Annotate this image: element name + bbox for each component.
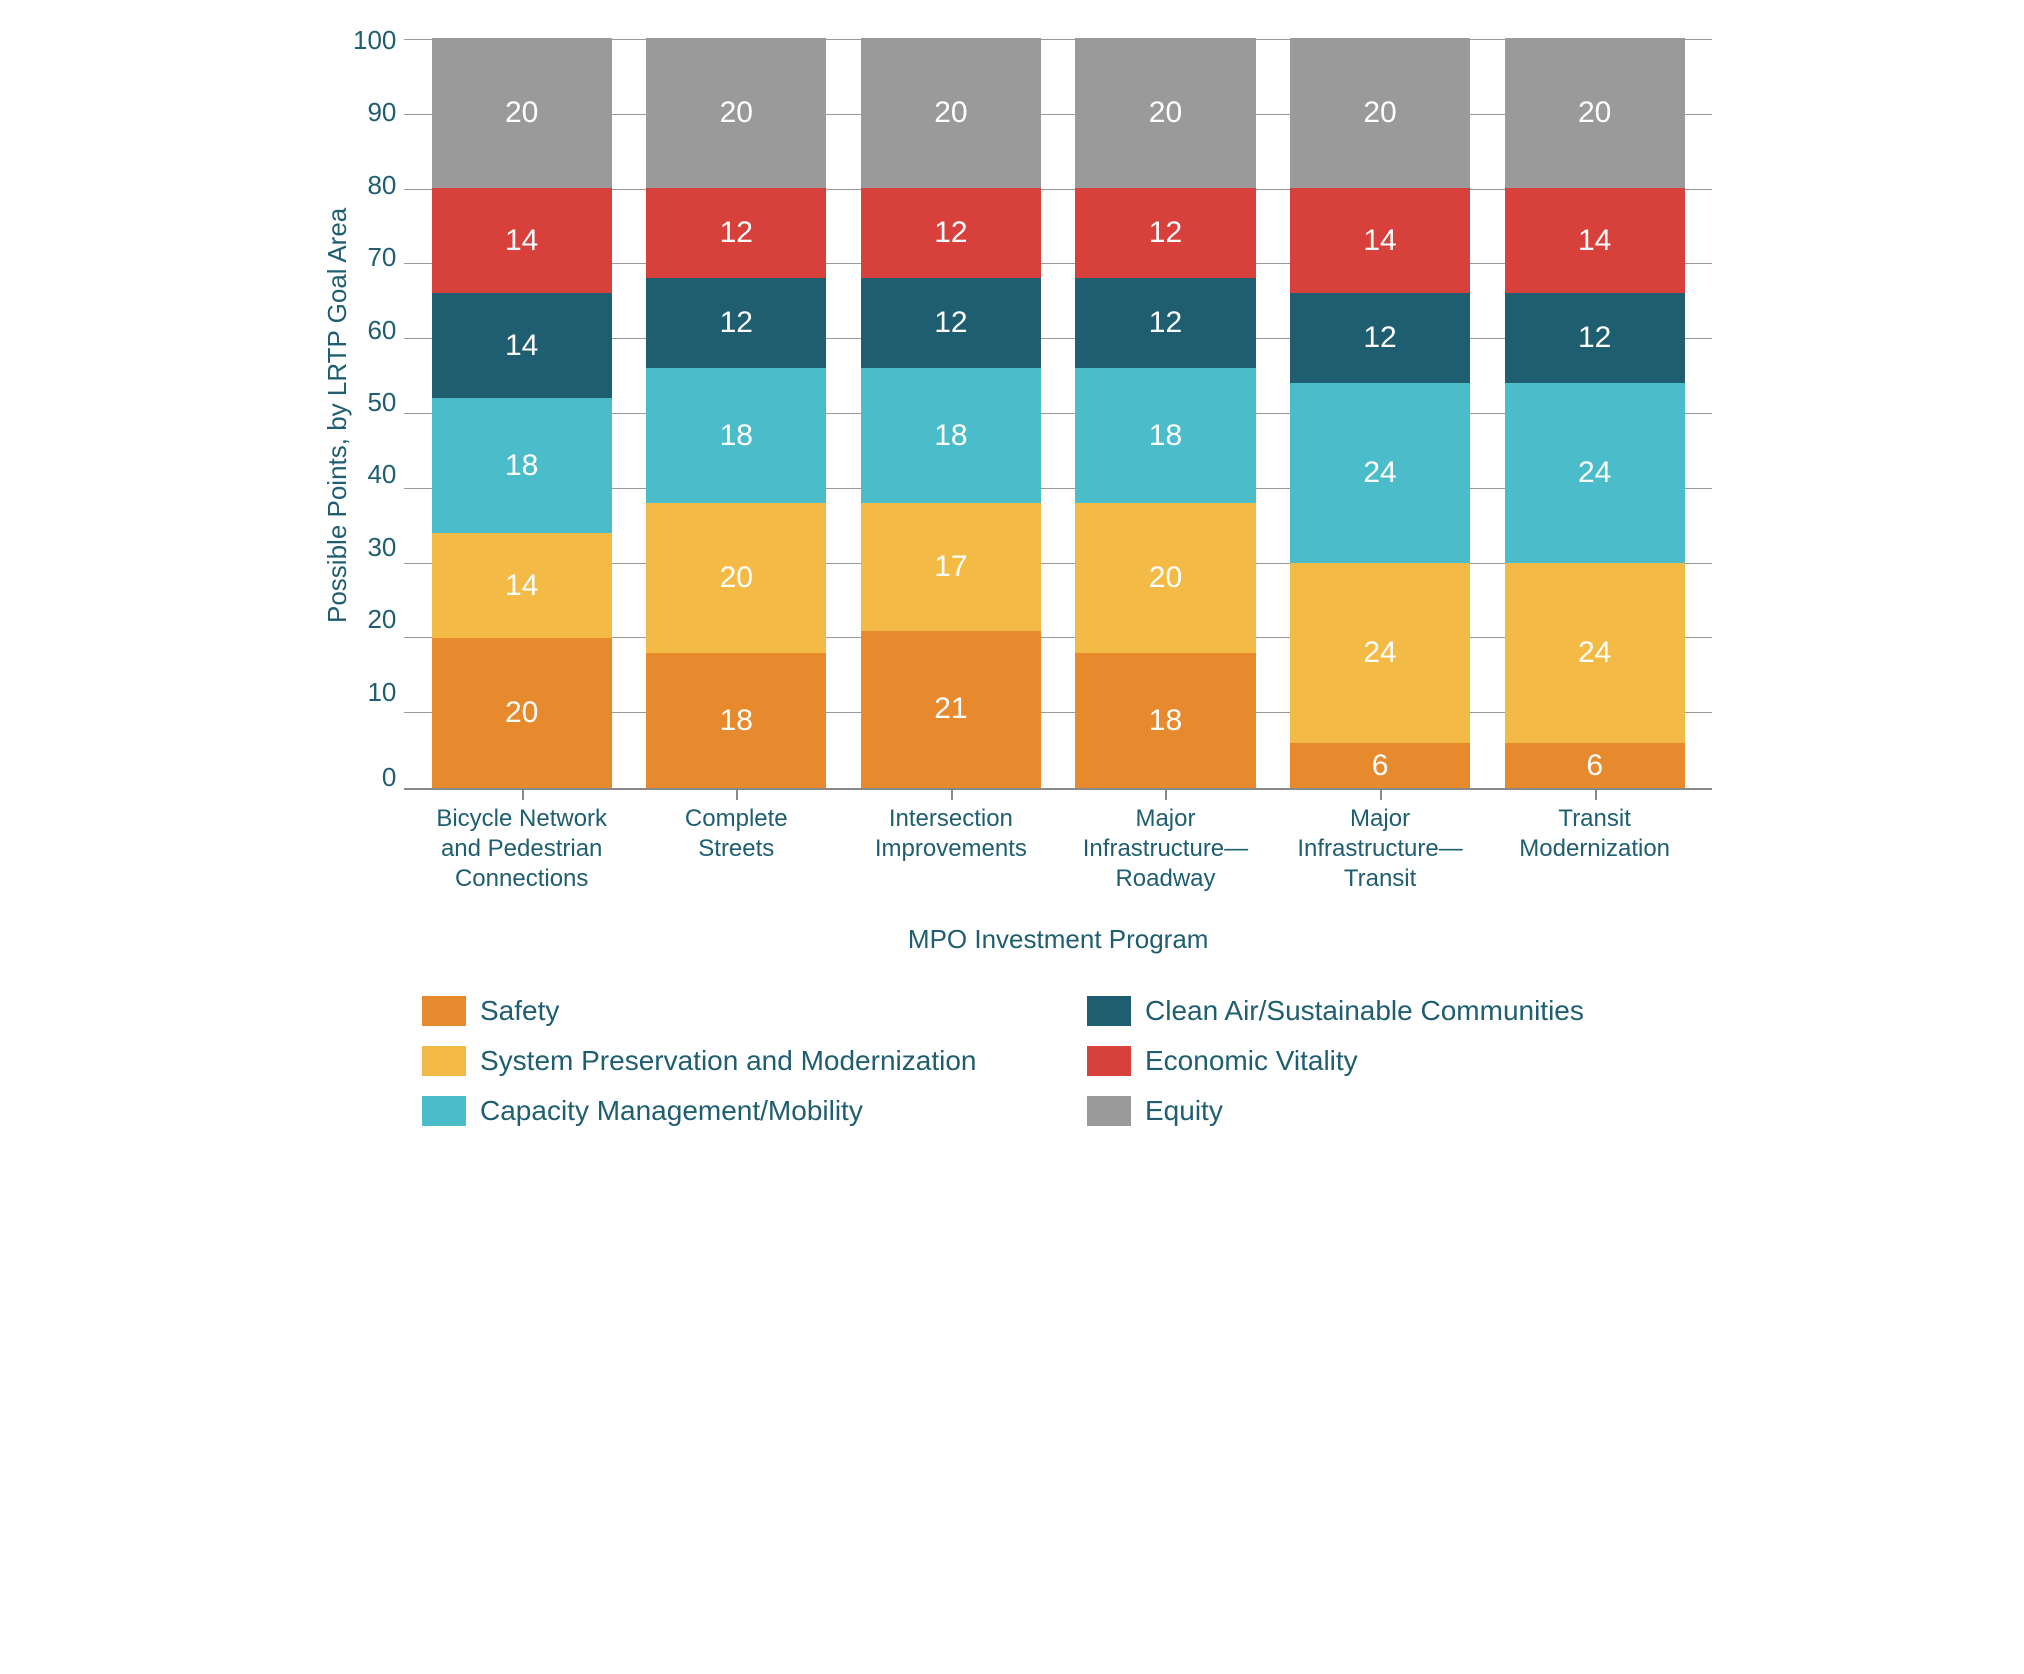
- x-tick-label: Intersection Improvements: [861, 804, 1041, 894]
- y-tick-label: 50: [353, 389, 396, 415]
- legend-swatch: [1087, 1096, 1131, 1126]
- bar-segment-economic: 14: [432, 188, 612, 293]
- legend: Safety Clean Air/Sustainable Communities S…: [312, 995, 1712, 1127]
- bar-segment-capacity: 18: [1075, 368, 1255, 503]
- legend-item-equity: Equity: [1087, 1095, 1712, 1127]
- y-tick-label: 60: [353, 317, 396, 343]
- legend-item-economic: Economic Vitality: [1087, 1045, 1712, 1077]
- bar-segment-safety: 6: [1505, 743, 1685, 788]
- bar-segment-capacity: 18: [432, 398, 612, 533]
- legend-swatch: [422, 1096, 466, 1126]
- bar-segment-system_preservation: 20: [646, 503, 826, 653]
- y-tick-label: 80: [353, 172, 396, 198]
- bar-segment-economic: 12: [861, 188, 1041, 278]
- bar-segment-economic: 12: [1075, 188, 1255, 278]
- bar-segment-system_preservation: 14: [432, 533, 612, 638]
- bar-segment-system_preservation: 17: [861, 503, 1041, 631]
- bar: 201418141420: [432, 38, 612, 788]
- bar-segment-safety: 20: [432, 638, 612, 788]
- bar-segment-equity: 20: [1505, 38, 1685, 188]
- x-axis-title: MPO Investment Program: [404, 924, 1712, 955]
- x-tick-label: Complete Streets: [646, 804, 826, 894]
- x-tick: [951, 788, 953, 800]
- y-tick-label: 10: [353, 679, 396, 705]
- legend-swatch: [1087, 1046, 1131, 1076]
- y-tick-label: 30: [353, 534, 396, 560]
- x-tick: [1595, 788, 1597, 800]
- x-tick: [1165, 788, 1167, 800]
- bar-segment-capacity: 24: [1290, 383, 1470, 563]
- bar-segment-clean_air: 12: [1505, 293, 1685, 383]
- plot-column: 2014181414201820181212202117181212201820…: [404, 40, 1712, 955]
- bar-segment-equity: 20: [1075, 38, 1255, 188]
- bar-segment-safety: 21: [861, 631, 1041, 789]
- legend-label: Clean Air/Sustainable Communities: [1145, 995, 1584, 1027]
- bar-segment-equity: 20: [646, 38, 826, 188]
- legend-swatch: [422, 996, 466, 1026]
- legend-item-clean_air: Clean Air/Sustainable Communities: [1087, 995, 1712, 1027]
- bar-segment-clean_air: 14: [432, 293, 612, 398]
- bar-segment-capacity: 18: [861, 368, 1041, 503]
- bar-segment-safety: 18: [1075, 653, 1255, 788]
- legend-swatch: [1087, 996, 1131, 1026]
- x-tick-label: Transit Modernization: [1505, 804, 1685, 894]
- x-tick: [522, 788, 524, 800]
- y-tick-label: 100: [353, 27, 396, 53]
- x-tick: [1380, 788, 1382, 800]
- legend-label: Equity: [1145, 1095, 1223, 1127]
- bar-segment-equity: 20: [1290, 38, 1470, 188]
- y-tick-label: 40: [353, 461, 396, 487]
- stacked-bar-chart: Possible Points, by LRTP Goal Area 10 0 90…: [312, 40, 1712, 1127]
- legend-item-capacity: Capacity Management/Mobility: [422, 1095, 1047, 1127]
- bar-segment-economic: 14: [1505, 188, 1685, 293]
- x-axis-labels: Bicycle Network and Pedestrian Connectio…: [404, 790, 1712, 894]
- legend-label: Safety: [480, 995, 559, 1027]
- y-tick-label: 90: [353, 99, 396, 125]
- bar: 182018121220: [646, 38, 826, 788]
- bar-segment-economic: 14: [1290, 188, 1470, 293]
- legend-item-system_preservation: System Preservation and Modernization: [422, 1045, 1047, 1077]
- y-tick-label: 0: [353, 764, 396, 790]
- bar-segment-clean_air: 12: [861, 278, 1041, 368]
- legend-label: Capacity Management/Mobility: [480, 1095, 863, 1127]
- legend-label: Economic Vitality: [1145, 1045, 1358, 1077]
- x-tick: [736, 788, 738, 800]
- bar-segment-safety: 18: [646, 653, 826, 788]
- bar-segment-capacity: 18: [646, 368, 826, 503]
- bar: 62424121420: [1290, 38, 1470, 788]
- plot-area: 2014181414201820181212202117181212201820…: [404, 40, 1712, 790]
- chart-body: Possible Points, by LRTP Goal Area 10 0 90…: [312, 40, 1712, 955]
- bar-segment-equity: 20: [861, 38, 1041, 188]
- bar-segment-clean_air: 12: [1290, 293, 1470, 383]
- y-axis-ticks: 1009080706050403020100: [353, 40, 404, 790]
- bar-segment-system_preservation: 24: [1505, 563, 1685, 743]
- bars-container: 2014181414201820181212202117181212201820…: [404, 40, 1712, 788]
- bar-segment-clean_air: 12: [646, 278, 826, 368]
- bar: 62424121420: [1505, 38, 1685, 788]
- x-tick-label: Major Infrastructure—Roadway: [1075, 804, 1255, 894]
- legend-item-safety: Safety: [422, 995, 1047, 1027]
- x-tick-label: Major Infrastructure—Transit: [1290, 804, 1470, 894]
- x-tick-label: Bicycle Network and Pedestrian Connectio…: [432, 804, 612, 894]
- bar-segment-equity: 20: [432, 38, 612, 188]
- y-tick-label: 70: [353, 244, 396, 270]
- y-axis-label: Possible Points, by LRTP Goal Area: [312, 40, 353, 790]
- bar-segment-safety: 6: [1290, 743, 1470, 788]
- bar: 211718121220: [861, 38, 1041, 788]
- legend-label: System Preservation and Modernization: [480, 1045, 976, 1077]
- bar-segment-economic: 12: [646, 188, 826, 278]
- legend-swatch: [422, 1046, 466, 1076]
- bar-segment-capacity: 24: [1505, 383, 1685, 563]
- y-tick-label: 20: [353, 606, 396, 632]
- bar-segment-system_preservation: 24: [1290, 563, 1470, 743]
- bar: 182018121220: [1075, 38, 1255, 788]
- bar-segment-system_preservation: 20: [1075, 503, 1255, 653]
- bar-segment-clean_air: 12: [1075, 278, 1255, 368]
